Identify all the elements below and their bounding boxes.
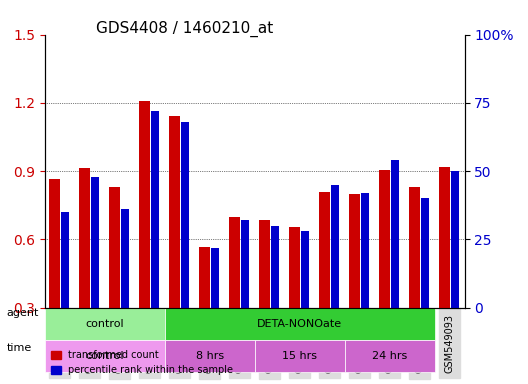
Text: control: control [86, 351, 124, 361]
Bar [109, 187, 120, 308]
Bar [152, 111, 159, 308]
Bar [169, 116, 180, 308]
Bar [391, 160, 399, 308]
Text: agent: agent [6, 308, 39, 318]
Text: time: time [6, 343, 32, 353]
Bar [439, 167, 450, 308]
FancyBboxPatch shape [45, 340, 165, 372]
Bar [241, 220, 249, 308]
Text: 24 hrs: 24 hrs [372, 351, 407, 361]
FancyBboxPatch shape [165, 340, 254, 372]
Bar [451, 171, 459, 308]
Bar [361, 193, 369, 308]
FancyBboxPatch shape [165, 308, 435, 340]
Text: 8 hrs: 8 hrs [196, 351, 224, 361]
Bar [91, 177, 99, 308]
FancyBboxPatch shape [345, 340, 435, 372]
FancyBboxPatch shape [45, 308, 165, 340]
Bar [421, 199, 429, 308]
Bar [79, 168, 90, 308]
Bar [319, 192, 329, 308]
Bar [409, 187, 420, 308]
Bar [199, 247, 210, 308]
Bar [379, 170, 390, 308]
Bar [50, 179, 60, 308]
FancyBboxPatch shape [254, 340, 345, 372]
Text: DETA-NONOate: DETA-NONOate [257, 319, 342, 329]
Bar [289, 227, 300, 308]
Legend: transformed count, percentile rank within the sample: transformed count, percentile rank withi… [47, 346, 238, 379]
Bar [121, 209, 129, 308]
Bar [301, 231, 309, 308]
Text: 15 hrs: 15 hrs [282, 351, 317, 361]
Bar [182, 122, 188, 308]
Text: GDS4408 / 1460210_at: GDS4408 / 1460210_at [96, 21, 274, 37]
Text: control: control [86, 319, 124, 329]
Bar [229, 217, 240, 308]
Bar [211, 248, 219, 308]
Bar [139, 101, 150, 308]
Bar [259, 220, 270, 308]
Bar [331, 185, 338, 308]
Bar [271, 226, 279, 308]
Bar [61, 212, 69, 308]
Bar [349, 194, 360, 308]
